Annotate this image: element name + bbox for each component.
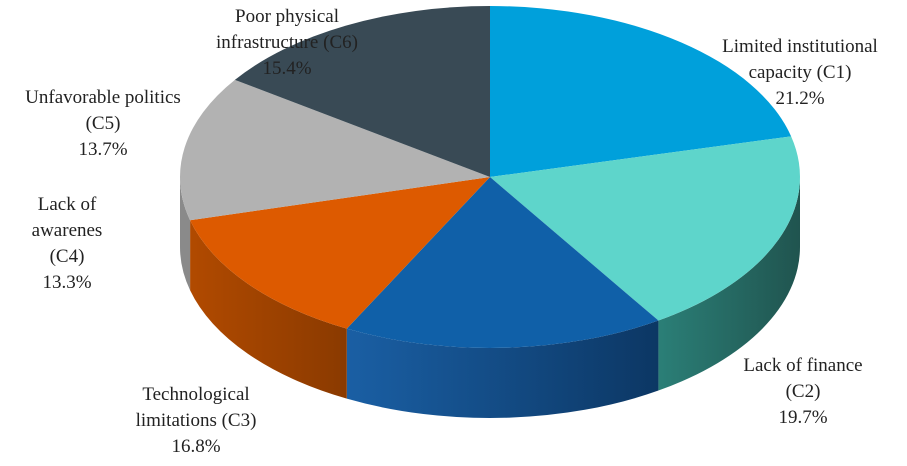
slice-poor-physical-infrastructure: [234, 6, 490, 177]
slice-unfavorable-politics: [180, 79, 491, 221]
category-label-line: Unfavorable politics: [25, 87, 181, 108]
percent-label: 13.3%: [42, 272, 91, 293]
category-label-line: Lack of finance: [743, 355, 862, 376]
category-label-line: capacity (C1): [749, 62, 852, 83]
percent-label: 19.7%: [778, 407, 827, 428]
category-label-line: Limited institutional: [722, 36, 878, 57]
percent-label: 15.4%: [262, 58, 311, 79]
category-label-line: Poor physical: [235, 6, 339, 27]
category-label-line: Lack of: [38, 194, 97, 215]
pie-sides: [180, 177, 800, 418]
slice-technological-limitations: [346, 177, 659, 348]
slice-lack-of-finance: [490, 136, 800, 321]
data-label-technological-limitations: Technological limitations (C3) 16.8%: [136, 384, 257, 457]
slice-limited-institutional-capacity: [490, 6, 792, 177]
slice-side-technological-limitations: [346, 320, 659, 418]
percent-label: 21.2%: [775, 88, 824, 109]
percent-label: 13.7%: [78, 139, 127, 160]
data-label-limited-institutional-capacity: Limited institutional capacity (C1) 21.2%: [722, 36, 878, 109]
slice-lack-of-awarenes: [190, 177, 490, 329]
category-label-line: awarenes: [32, 220, 103, 241]
category-label-line: (C2): [786, 381, 821, 402]
category-label-line: (C5): [86, 113, 121, 134]
data-label-unfavorable-politics: Unfavorable politics (C5) 13.7%: [25, 87, 181, 160]
category-label-line: (C4): [50, 246, 85, 267]
slice-side-lack-of-awarenes: [190, 220, 347, 399]
slice-side-lack-of-finance: [658, 177, 800, 391]
slice-side-unfavorable-politics: [180, 177, 191, 291]
percent-label: 16.8%: [171, 436, 220, 457]
pie-tops: [180, 6, 800, 348]
category-label-line: Technological: [142, 384, 249, 405]
data-label-lack-of-finance: Lack of finance (C2) 19.7%: [743, 355, 862, 428]
data-label-poor-physical-infrastructure: Poor physical infrastructure (C6) 15.4%: [216, 6, 358, 79]
category-label-line: infrastructure (C6): [216, 32, 358, 53]
category-label-line: limitations (C3): [136, 410, 257, 431]
data-label-lack-of-awarenes: Lack of awarenes (C4) 13.3%: [32, 194, 103, 293]
